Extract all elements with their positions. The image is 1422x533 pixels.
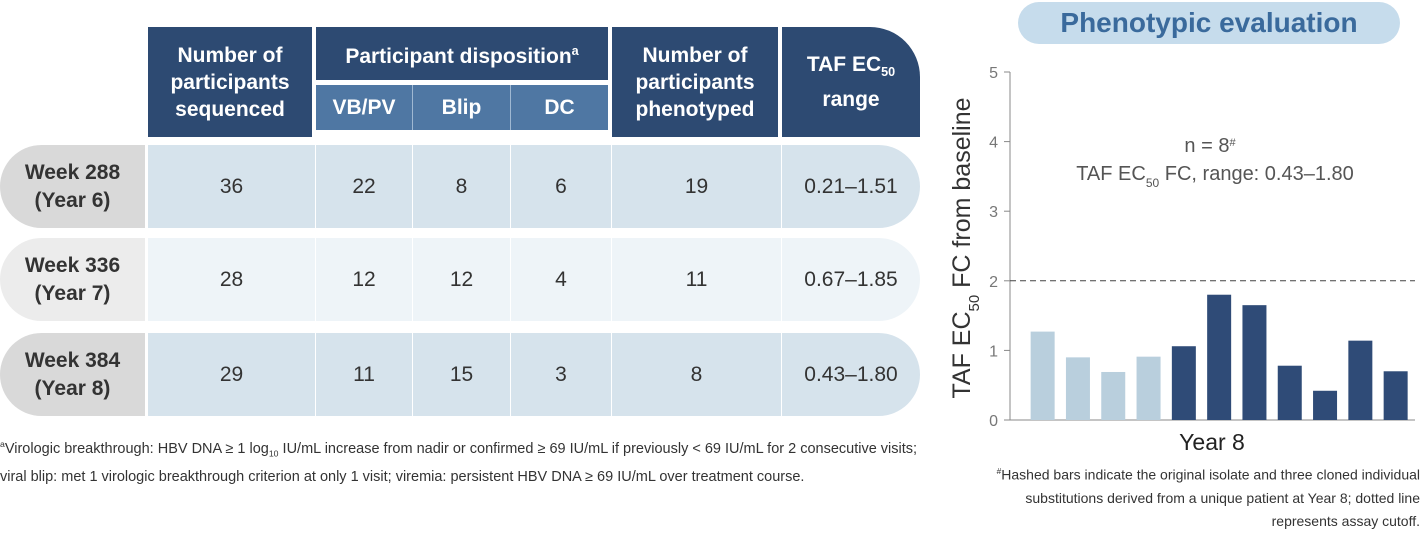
table-cell: 12 bbox=[316, 238, 413, 321]
bar bbox=[1242, 305, 1267, 420]
bar bbox=[1030, 331, 1055, 420]
header-text: Number of participants sequenced bbox=[170, 43, 290, 121]
row-header-text: (Year 8) bbox=[34, 376, 111, 400]
table-cell: 3 bbox=[511, 333, 612, 416]
footnote-mark: # bbox=[996, 466, 1002, 476]
chart-title: Phenotypic evaluation bbox=[1060, 7, 1358, 38]
table-cell: 11 bbox=[612, 238, 782, 321]
subheader-cell: DC bbox=[511, 85, 608, 130]
label-text: FC from baseline bbox=[948, 97, 976, 294]
table-cell: 15 bbox=[413, 333, 511, 416]
header-text: TAF EC50 bbox=[807, 51, 895, 86]
bar bbox=[1383, 371, 1408, 420]
table-cell: 11 bbox=[316, 333, 413, 416]
subscript: 50 bbox=[966, 295, 983, 312]
subheader-text: Blip bbox=[441, 95, 482, 119]
annotation-text: TAF EC bbox=[1076, 163, 1146, 185]
y-tick-label: 5 bbox=[989, 65, 998, 82]
header-text: Participant disposition bbox=[345, 44, 572, 68]
chart-title-pill: Phenotypic evaluation bbox=[1018, 2, 1400, 44]
header-text: range bbox=[822, 88, 880, 112]
table-cell: 6 bbox=[511, 145, 612, 228]
annotation-text: n = 8 bbox=[1184, 135, 1229, 157]
subheader-cell: Blip bbox=[413, 85, 511, 130]
bar bbox=[1313, 390, 1338, 420]
row-header: Week 384 (Year 8) bbox=[0, 333, 145, 416]
bar bbox=[1136, 356, 1161, 420]
header-cell: Number of participants sequenced bbox=[148, 27, 312, 137]
chart: TAF EC50 FC from baseline n = 8# TAF EC5… bbox=[948, 65, 1415, 455]
y-axis-label: TAF EC50 FC from baseline bbox=[948, 97, 983, 398]
table-cell: 8 bbox=[612, 333, 782, 416]
annotation: TAF EC50 FC, range: 0.43–1.80 bbox=[1076, 163, 1354, 190]
footnote-mark: a bbox=[0, 439, 5, 449]
y-tick-label: 0 bbox=[989, 413, 998, 430]
header-cell: TAF EC50 range bbox=[782, 27, 920, 137]
footnote-text: IU/mL increase from nadir or confirmed ≥… bbox=[0, 440, 918, 485]
y-tick-label: 3 bbox=[989, 204, 998, 221]
label-text: TAF EC bbox=[948, 311, 976, 398]
table-footnote: aVirologic breakthrough: HBV DNA ≥ 1 log… bbox=[0, 433, 922, 489]
table-cell: 22 bbox=[316, 145, 413, 228]
y-tick-label: 1 bbox=[989, 343, 998, 360]
header-cell: Number of participants phenotyped bbox=[612, 27, 778, 137]
footnote-mark: a bbox=[571, 43, 579, 58]
row-header-text: (Year 6) bbox=[34, 188, 111, 212]
bar bbox=[1207, 294, 1232, 420]
header-cell: Participant dispositiona bbox=[316, 27, 608, 80]
header-text: TAF EC bbox=[806, 52, 882, 76]
row-background bbox=[148, 333, 920, 416]
table-cell: 19 bbox=[612, 145, 782, 228]
subscript: 50 bbox=[881, 65, 896, 80]
subscript: 10 bbox=[268, 448, 279, 459]
y-tick-label: 2 bbox=[989, 274, 998, 291]
subheader-text: DC bbox=[544, 95, 575, 119]
bar bbox=[1277, 365, 1302, 420]
row-background bbox=[148, 145, 920, 228]
bar bbox=[1065, 357, 1090, 420]
annotation: n = 8# bbox=[1184, 135, 1236, 157]
annotation-text: FC, range: 0.43–1.80 bbox=[1159, 163, 1354, 185]
header-text: Number of participants phenotyped bbox=[635, 43, 755, 121]
footnote-text: Hashed bars indicate the original isolat… bbox=[1001, 466, 1420, 529]
chart-footnote: #Hashed bars indicate the original isola… bbox=[996, 460, 1420, 533]
row-header: Week 336 (Year 7) bbox=[0, 238, 145, 321]
header-text: Participant dispositiona bbox=[345, 38, 578, 70]
x-axis-label: Year 8 bbox=[1179, 429, 1245, 455]
bar bbox=[1101, 371, 1126, 420]
row-background bbox=[148, 238, 920, 321]
subscript: 50 bbox=[1146, 176, 1160, 190]
table-cell: 8 bbox=[413, 145, 511, 228]
row-header-text: Week 336 bbox=[24, 253, 121, 277]
footnote-text: Virologic breakthrough: HBV DNA ≥ 1 log bbox=[4, 440, 269, 457]
table-cell: 36 bbox=[148, 145, 316, 228]
bar bbox=[1348, 340, 1373, 420]
table-cell: 0.67–1.85 bbox=[804, 267, 898, 291]
row-header-text: Week 288 bbox=[24, 160, 121, 184]
table-cell: 4 bbox=[511, 238, 612, 321]
row-header: Week 288 (Year 6) bbox=[0, 145, 145, 228]
bar bbox=[1171, 346, 1196, 420]
table-cell: 29 bbox=[148, 333, 316, 416]
y-tick-label: 4 bbox=[989, 135, 998, 152]
table-cell: 12 bbox=[413, 238, 511, 321]
footnote-mark: # bbox=[1229, 137, 1236, 149]
subheader-cell: VB/PV bbox=[316, 85, 413, 130]
subheader-text: VB/PV bbox=[332, 95, 396, 119]
table-cell: 28 bbox=[148, 238, 316, 321]
table-cell: 0.21–1.51 bbox=[804, 174, 898, 198]
row-header-text: Week 384 bbox=[24, 348, 121, 372]
table-cell: 0.43–1.80 bbox=[804, 362, 898, 386]
row-header-text: (Year 7) bbox=[34, 281, 111, 305]
